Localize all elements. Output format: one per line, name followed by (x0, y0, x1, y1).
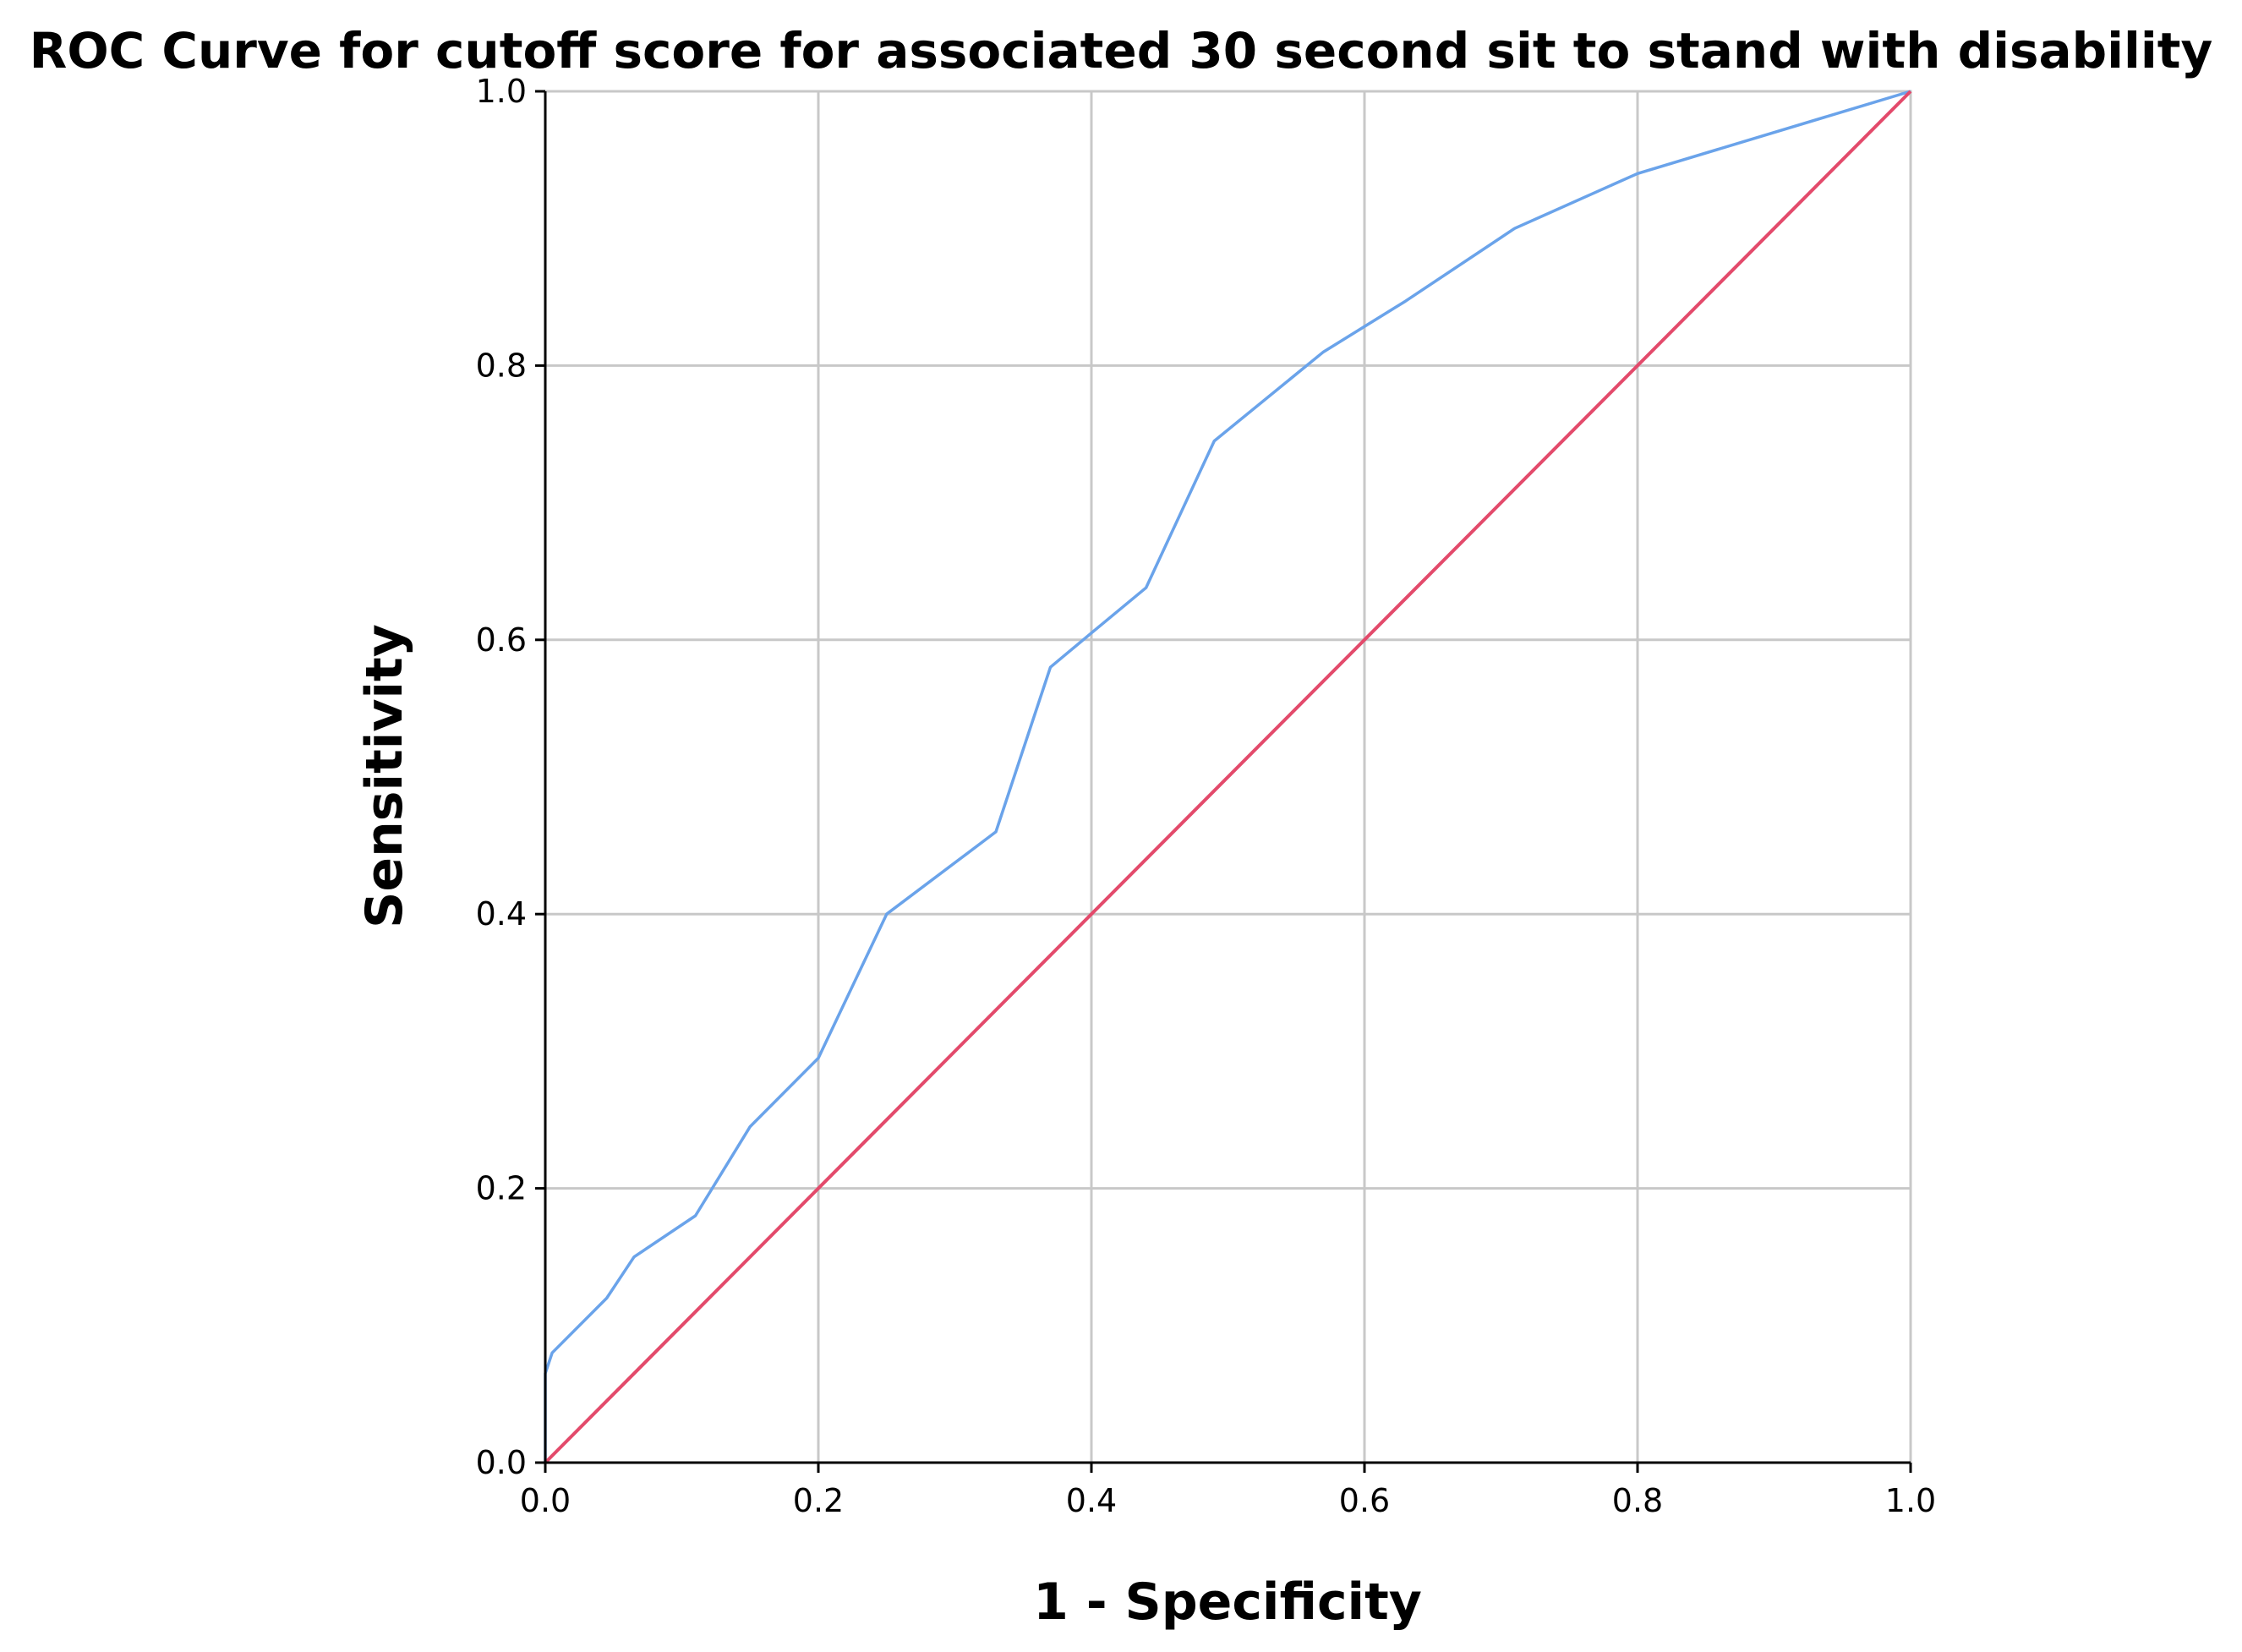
reference-diagonal-line (544, 90, 1912, 1464)
y-tick-label: 0.4 (476, 895, 527, 933)
y-tick-label: 1.0 (476, 73, 527, 110)
y-axis-label: Sensitivity (355, 624, 414, 928)
y-tick-label: 0.0 (476, 1444, 527, 1481)
y-tick-label: 0.6 (476, 621, 527, 659)
roc-curve-line (544, 90, 1911, 1463)
y-tick-label: 0.2 (476, 1170, 527, 1207)
series-group (544, 90, 1912, 1464)
x-tick-label: 0.4 (1066, 1482, 1117, 1519)
x-tick-label: 0.0 (520, 1482, 571, 1519)
tick-labels: 0.0 0.2 0.4 0.6 0.8 1.0 0.0 0.2 0.4 0.6 0.8 1.0 (476, 73, 1937, 1519)
x-tick-label: 1.0 (1885, 1482, 1936, 1519)
x-axis-label: 1 - Specificity (1033, 1573, 1422, 1632)
x-tick-label: 0.6 (1339, 1482, 1390, 1519)
axes (535, 90, 1912, 1473)
x-tick-label: 0.2 (793, 1482, 844, 1519)
x-tick-label: 0.8 (1612, 1482, 1663, 1519)
chart-title: ROC Curve for cutoff score for associate… (30, 22, 2213, 79)
y-tick-label: 0.8 (476, 347, 527, 384)
